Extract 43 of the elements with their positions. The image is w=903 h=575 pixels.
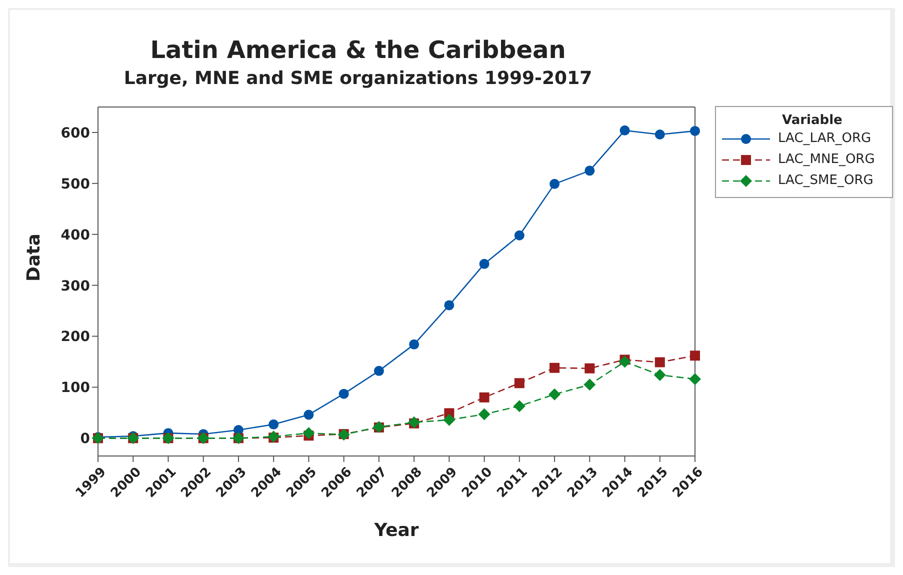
y-tick-label: 200 xyxy=(60,329,90,346)
point xyxy=(338,388,349,399)
y-tick-label: 500 xyxy=(60,176,90,192)
y-tick-label: 600 xyxy=(60,125,90,142)
y-tick-label: 0 xyxy=(80,431,90,448)
point xyxy=(304,410,314,420)
point xyxy=(550,178,560,189)
point xyxy=(479,392,490,402)
point xyxy=(409,339,420,350)
point xyxy=(374,366,384,376)
point xyxy=(514,230,524,240)
chart-subtitle: Large, MNE and SME organizations 1999-2017 xyxy=(122,68,594,89)
point xyxy=(584,166,595,176)
point xyxy=(550,362,560,373)
point xyxy=(268,419,279,430)
point xyxy=(513,400,526,412)
point xyxy=(689,373,701,386)
point xyxy=(478,408,490,420)
legend-label: LAC_SME_ORG xyxy=(778,173,874,188)
point xyxy=(654,368,666,381)
point xyxy=(690,350,700,361)
point xyxy=(654,130,665,140)
legend-title: Variable xyxy=(782,113,844,128)
y-tick-label: 400 xyxy=(60,227,90,244)
point xyxy=(584,363,595,374)
point xyxy=(443,414,456,426)
point xyxy=(584,378,596,391)
y-axis-title: Data xyxy=(23,234,44,282)
chart-title: Latin America & the Caribbean xyxy=(149,36,567,64)
legend-label: LAC_MNE_ORG xyxy=(778,152,875,167)
y-tick-label: 100 xyxy=(60,380,90,396)
point xyxy=(548,388,561,400)
x-axis-title: Year xyxy=(373,520,419,541)
point xyxy=(654,357,665,368)
point xyxy=(514,378,524,388)
y-tick-label: 300 xyxy=(60,278,90,294)
point xyxy=(620,125,630,136)
point xyxy=(690,126,700,136)
point xyxy=(479,258,490,269)
legend-label: LAC_LAR_ORG xyxy=(778,131,872,146)
point xyxy=(618,356,631,368)
point xyxy=(444,300,454,310)
point xyxy=(302,427,315,440)
